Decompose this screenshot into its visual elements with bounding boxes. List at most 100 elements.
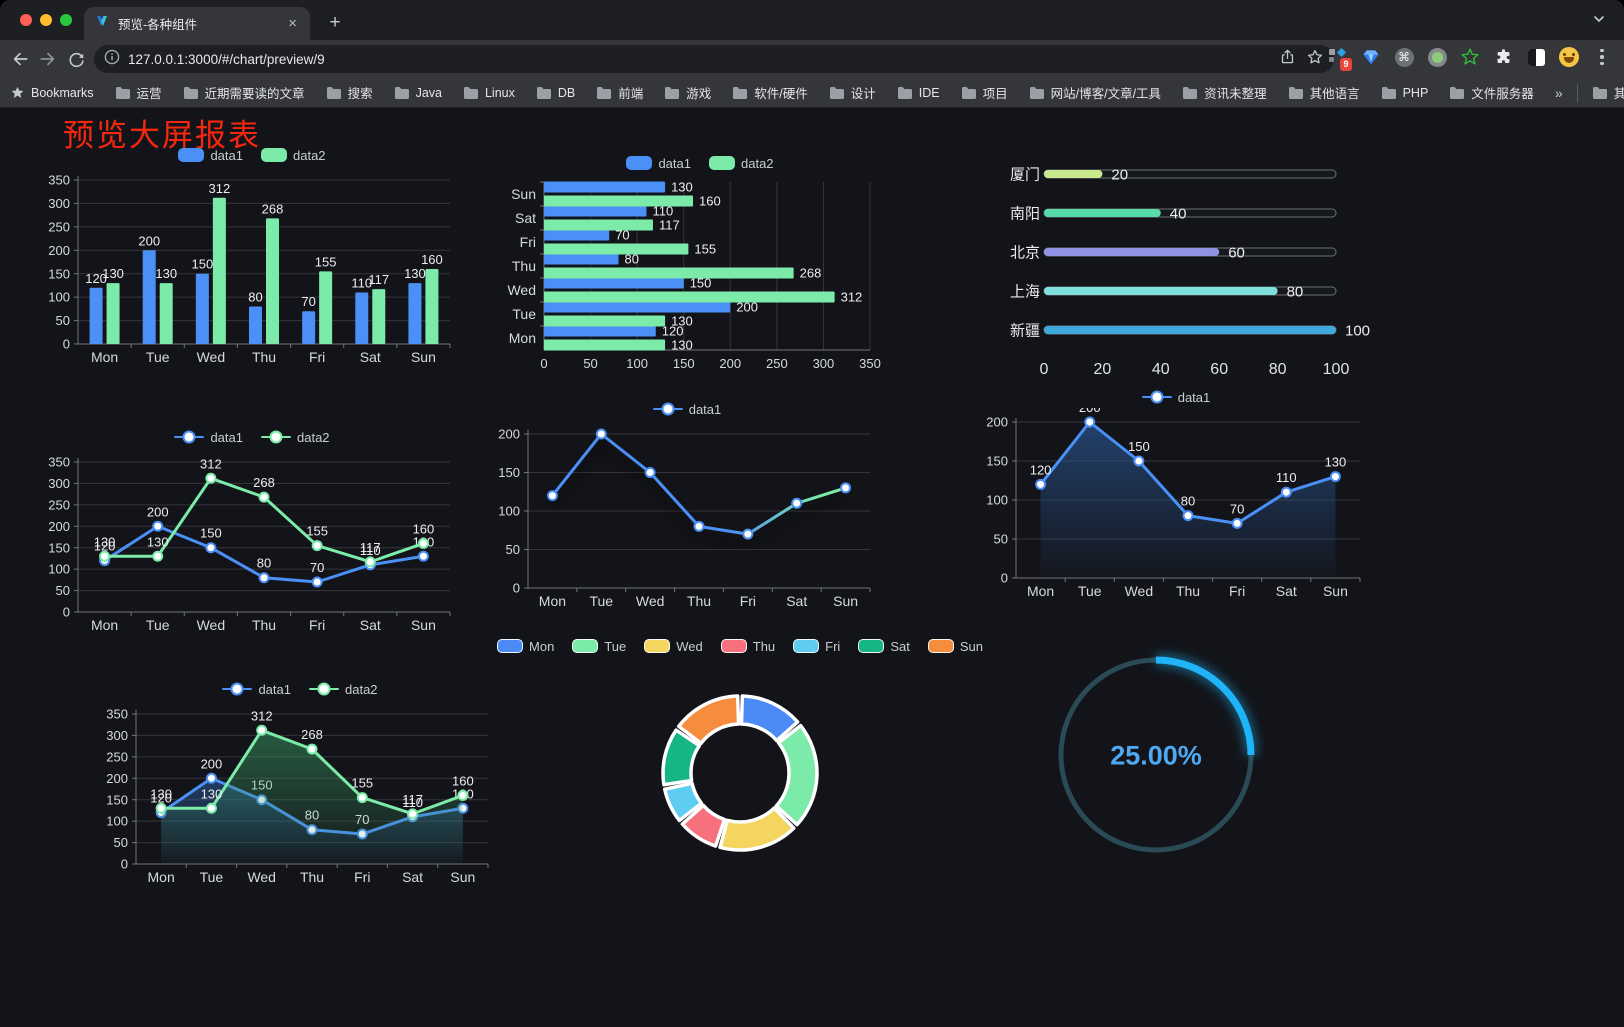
legend-item[interactable]: Sun xyxy=(927,639,983,654)
new-tab-button[interactable]: + xyxy=(329,12,341,33)
svg-text:Tue: Tue xyxy=(1078,583,1102,599)
gem-extension-icon[interactable] xyxy=(1359,45,1383,69)
browser-tab[interactable]: 预览-各种组件 × xyxy=(84,7,310,40)
svg-text:350: 350 xyxy=(48,173,70,188)
svg-text:0: 0 xyxy=(63,605,70,620)
legend-item[interactable]: data2 xyxy=(309,682,378,697)
legend-item[interactable]: data1 xyxy=(652,402,721,417)
legend-item[interactable]: Mon xyxy=(497,639,554,654)
svg-text:150: 150 xyxy=(673,356,695,371)
two-series-line-chart: data1 data2 0 50 100 150 200 250 300 350 Mon Tue Wed… xyxy=(42,426,462,638)
svg-text:130: 130 xyxy=(404,266,426,281)
address-bar[interactable]: 127.0.0.1:3000/#/chart/preview/9 xyxy=(94,45,1334,73)
horizontal-bar-chart: data1 data2 0 50 100 150 200 250 300 350 Mon Tue Wed… xyxy=(500,152,900,376)
tab-favicon-icon xyxy=(94,13,110,34)
bookmark-folder[interactable]: 搜索 xyxy=(326,83,373,102)
bookmark-folder[interactable]: 其他语言 xyxy=(1288,83,1360,102)
legend-item[interactable]: data1 xyxy=(178,148,243,163)
bookmark-star-icon[interactable] xyxy=(1306,48,1324,71)
bookmark-folder[interactable]: 项目 xyxy=(961,83,1008,102)
svg-text:Tue: Tue xyxy=(200,869,224,885)
svg-text:130: 130 xyxy=(94,534,116,549)
extensions-puzzle-icon[interactable] xyxy=(1491,45,1515,69)
window-minimize-button[interactable] xyxy=(40,14,52,26)
bookmark-folder[interactable]: IDE xyxy=(897,86,940,100)
tab-close-icon[interactable]: × xyxy=(288,15,297,32)
recorder-extension-icon[interactable] xyxy=(1425,45,1449,69)
menu-dots-icon[interactable] xyxy=(1590,45,1614,69)
browser-toolbar: 127.0.0.1:3000/#/chart/preview/9 9 ⌘ xyxy=(0,40,1624,78)
window-zoom-button[interactable] xyxy=(60,14,72,26)
legend-item[interactable]: Tue xyxy=(572,639,626,654)
svg-text:120: 120 xyxy=(150,791,172,806)
svg-text:Wed: Wed xyxy=(197,349,226,365)
bookmark-folder[interactable]: Java xyxy=(394,86,442,100)
bookmark-folder[interactable]: DB xyxy=(536,86,575,100)
chart-canvas: 0 50 100 150 200 250 300 350 Mon Tue Wed Thu Fri Sat S… xyxy=(106,707,489,885)
legend-item[interactable]: data2 xyxy=(261,148,326,163)
green-star-extension-icon[interactable] xyxy=(1458,45,1482,69)
svg-text:Tue: Tue xyxy=(146,617,170,633)
legend-item[interactable]: Wed xyxy=(644,639,703,654)
bookmark-folder[interactable]: Linux xyxy=(463,86,515,100)
bookmarks-manager[interactable]: Bookmarks xyxy=(10,85,94,100)
split-view-icon[interactable] xyxy=(1524,45,1548,69)
legend-item[interactable]: Thu xyxy=(720,639,775,654)
svg-text:160: 160 xyxy=(421,252,443,267)
extension-badge: 9 xyxy=(1339,58,1352,71)
legend-item[interactable]: data2 xyxy=(709,156,774,171)
tab-search-chevron-icon[interactable] xyxy=(1592,12,1606,31)
bookmark-folder[interactable]: 设计 xyxy=(829,83,876,102)
svg-text:Tue: Tue xyxy=(512,306,536,322)
bookmark-folder[interactable]: 文件服务器 xyxy=(1449,83,1534,102)
gradient-line-chart: data1 0 50 100 150 200 Mon Tue Wed Thu Fri Sat Sun xyxy=(492,398,882,614)
command-extension-icon[interactable]: ⌘ xyxy=(1392,45,1416,69)
svg-text:200: 200 xyxy=(986,415,1008,430)
url-text[interactable]: 127.0.0.1:3000/#/chart/preview/9 xyxy=(128,51,325,67)
svg-text:80: 80 xyxy=(625,252,639,267)
legend-item[interactable]: data1 xyxy=(222,682,291,697)
page-content: 预览大屏报表 data1 data2 0 50 100 150 200 250 300 350 Mo… xyxy=(0,108,1624,1027)
legend-item[interactable]: data1 xyxy=(174,430,243,445)
window-close-button[interactable] xyxy=(20,14,32,26)
chart-legend: data1 data2 xyxy=(100,678,500,700)
bookmark-folder[interactable]: 网站/博客/文章/工具 xyxy=(1029,83,1161,102)
legend-item[interactable]: data2 xyxy=(261,430,330,445)
site-info-icon[interactable] xyxy=(104,49,120,70)
svg-text:Wed: Wed xyxy=(636,593,665,609)
svg-text:130: 130 xyxy=(102,266,124,281)
chart-canvas: 厦门 20 南阳 40 北京 60 上海 80 新疆 100 0 20 40 60 80 100 xyxy=(1010,166,1370,378)
bookmark-folder[interactable]: 前端 xyxy=(596,83,643,102)
svg-text:厦门: 厦门 xyxy=(1010,166,1040,183)
svg-text:0: 0 xyxy=(63,337,70,352)
svg-text:200: 200 xyxy=(48,519,70,534)
emoji-extension-icon[interactable] xyxy=(1557,45,1581,69)
bookmarks-overflow-chevron[interactable]: » xyxy=(1554,84,1563,101)
share-icon[interactable] xyxy=(1279,48,1296,71)
legend-item[interactable]: Fri xyxy=(793,639,840,654)
bookmark-folder[interactable]: 软件/硬件 xyxy=(732,83,808,102)
legend-item[interactable]: data1 xyxy=(1141,390,1210,405)
svg-text:130: 130 xyxy=(150,786,172,801)
back-icon[interactable] xyxy=(6,45,34,73)
svg-text:0: 0 xyxy=(540,356,547,371)
svg-text:Fri: Fri xyxy=(354,869,370,885)
svg-text:Wed: Wed xyxy=(1125,583,1154,599)
bookmark-folder[interactable]: 近期需要读的文章 xyxy=(183,83,305,102)
svg-text:312: 312 xyxy=(841,290,863,305)
bookmark-folder[interactable]: 资讯未整理 xyxy=(1182,83,1267,102)
svg-text:50: 50 xyxy=(583,356,597,371)
legend-item[interactable]: Sat xyxy=(858,639,910,654)
extensions-row: 9 ⌘ xyxy=(1326,45,1614,71)
bookmark-folder[interactable]: 游戏 xyxy=(664,83,711,102)
legend-item[interactable]: data1 xyxy=(626,156,691,171)
svg-text:Mon: Mon xyxy=(1027,583,1054,599)
svg-text:155: 155 xyxy=(306,524,328,539)
bookmark-folder[interactable]: PHP xyxy=(1381,86,1428,100)
extension-grid-icon[interactable]: 9 xyxy=(1326,45,1352,71)
reload-icon[interactable] xyxy=(62,45,90,73)
forward-icon[interactable] xyxy=(34,45,62,73)
other-bookmarks-folder[interactable]: 其他书签 xyxy=(1592,83,1624,102)
svg-text:60: 60 xyxy=(1228,244,1245,261)
bookmark-folder[interactable]: 运营 xyxy=(115,83,162,102)
